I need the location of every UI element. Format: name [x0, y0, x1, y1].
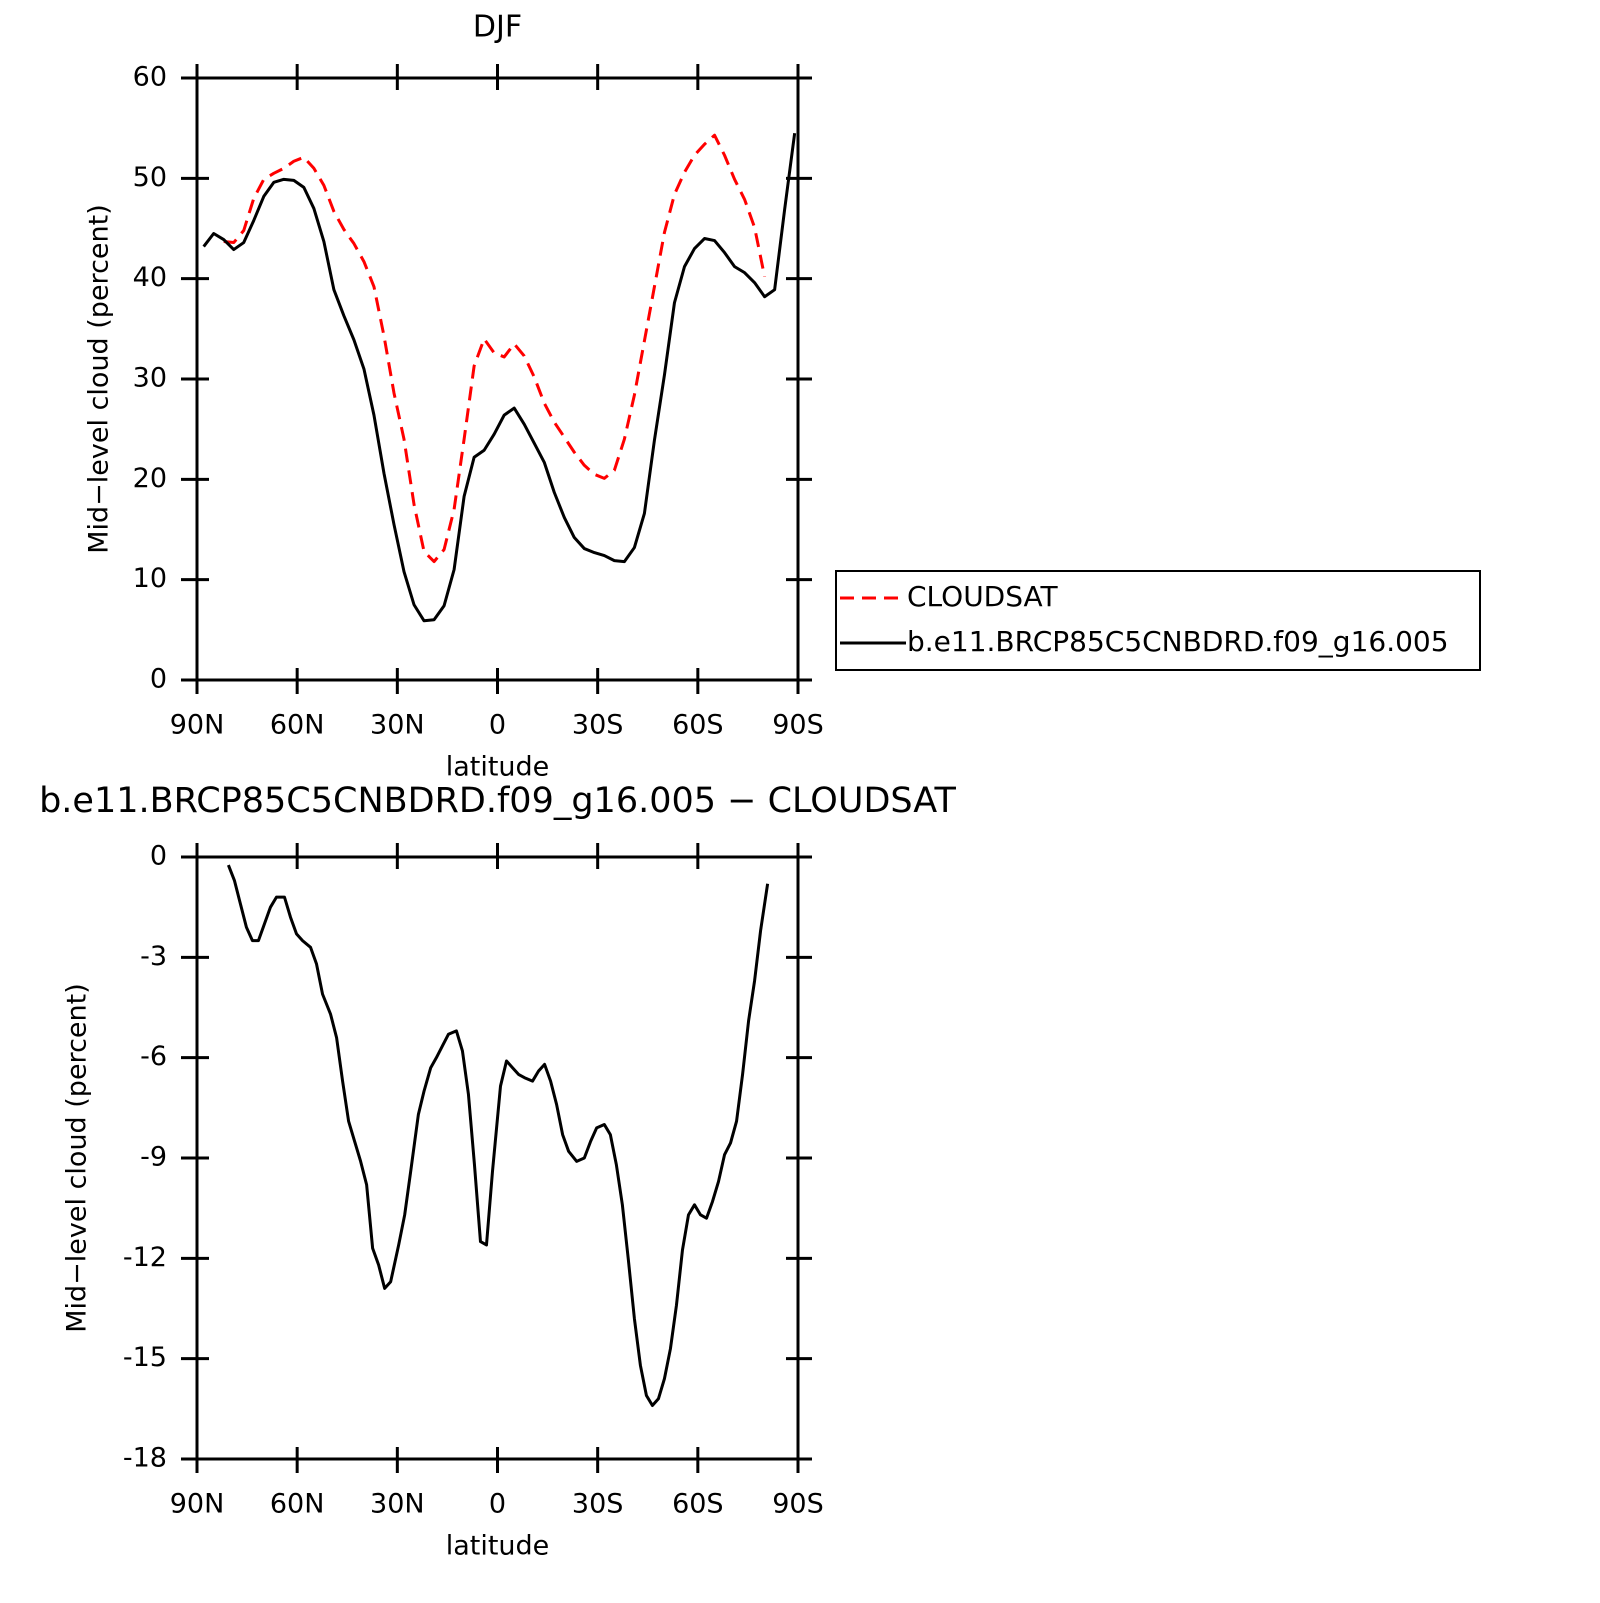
- x-tick-label: 0: [489, 1489, 506, 1520]
- x-axis-label: latitude: [446, 1531, 550, 1562]
- y-tick-label: 30: [133, 363, 167, 394]
- y-tick-label: -9: [140, 1142, 167, 1173]
- y-tick-label: 0: [150, 841, 167, 872]
- x-tick-label: 30N: [370, 710, 425, 741]
- plot-frame: [195, 855, 800, 1461]
- y-axis-label: Mid−level cloud (percent): [84, 204, 115, 554]
- x-tick-label: 60N: [270, 1489, 325, 1520]
- y-tick-label: 20: [133, 463, 167, 494]
- y-tick-label: -12: [123, 1242, 167, 1273]
- chart-title: b.e11.BRCP85C5CNBDRD.f09_g16.005 − CLOUD…: [39, 781, 956, 821]
- x-tick-label: 30S: [572, 1489, 624, 1520]
- legend-label: CLOUDSAT: [907, 580, 1059, 613]
- x-tick-label: 30N: [370, 1489, 425, 1520]
- x-tick-label: 90S: [772, 710, 824, 741]
- legend-box: [835, 570, 1481, 671]
- x-tick-label: 90N: [170, 710, 225, 741]
- data-line: [202, 132, 797, 623]
- x-tick-label: 60S: [672, 1489, 724, 1520]
- data-line: [226, 864, 770, 1407]
- chart-title: DJF: [473, 10, 522, 45]
- x-tick-label: 90N: [170, 1489, 225, 1520]
- y-tick-label: -18: [123, 1443, 167, 1474]
- x-tick-label: 0: [489, 710, 506, 741]
- legend-label: b.e11.BRCP85C5CNBDRD.f09_g16.005: [907, 625, 1449, 658]
- data-line: [223, 133, 767, 564]
- x-tick-label: 60S: [672, 710, 724, 741]
- y-tick-label: -6: [140, 1041, 167, 1072]
- y-tick-label: -15: [123, 1342, 167, 1373]
- y-tick-label: 60: [133, 62, 167, 93]
- y-tick-label: 40: [133, 262, 167, 293]
- x-axis-label: latitude: [446, 752, 550, 783]
- plot-frame: [195, 76, 800, 682]
- y-tick-label: 0: [150, 664, 167, 695]
- y-tick-label: 10: [133, 563, 167, 594]
- x-tick-label: 90S: [772, 1489, 824, 1520]
- y-tick-label: 50: [133, 162, 167, 193]
- x-tick-label: 60N: [270, 710, 325, 741]
- y-axis-label: Mid−level cloud (percent): [62, 983, 93, 1333]
- x-tick-label: 30S: [572, 710, 624, 741]
- y-tick-label: -3: [140, 941, 167, 972]
